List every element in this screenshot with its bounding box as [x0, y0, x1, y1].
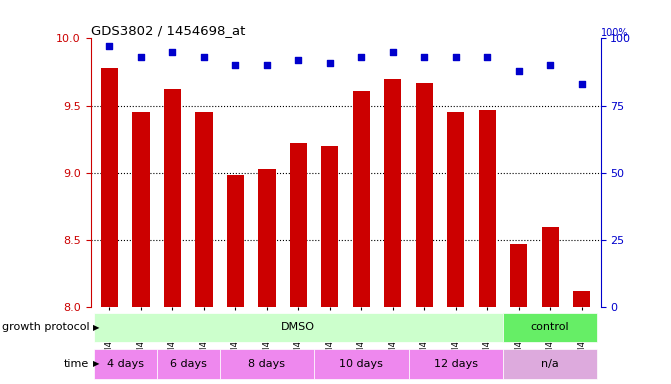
Text: ▶: ▶ — [93, 359, 99, 368]
Text: control: control — [531, 322, 570, 333]
Bar — [219, 349, 314, 379]
Point — [293, 57, 304, 63]
Bar — [290, 143, 307, 307]
Point — [356, 54, 366, 60]
Text: 6 days: 6 days — [170, 359, 207, 369]
Point — [199, 54, 209, 60]
Bar — [573, 291, 590, 307]
Text: growth protocol: growth protocol — [1, 322, 89, 333]
Bar — [94, 313, 503, 342]
Bar — [164, 89, 181, 307]
Text: 8 days: 8 days — [248, 359, 285, 369]
Bar — [415, 83, 433, 307]
Point — [230, 62, 241, 68]
Text: time: time — [64, 359, 89, 369]
Text: 4 days: 4 days — [107, 359, 144, 369]
Bar — [384, 79, 401, 307]
Bar — [157, 349, 219, 379]
Text: 12 days: 12 days — [433, 359, 478, 369]
Bar — [132, 113, 150, 307]
Bar — [258, 169, 276, 307]
Point — [545, 62, 556, 68]
Bar — [321, 146, 338, 307]
Point — [482, 54, 493, 60]
Bar — [314, 349, 409, 379]
Bar — [447, 113, 464, 307]
Bar — [478, 110, 496, 307]
Point — [136, 54, 146, 60]
Point — [450, 54, 461, 60]
Bar — [409, 349, 503, 379]
Bar — [541, 227, 559, 307]
Point — [513, 68, 524, 74]
Point — [167, 49, 178, 55]
Bar — [101, 68, 118, 307]
Bar — [503, 313, 597, 342]
Text: 100%: 100% — [601, 28, 628, 38]
Bar — [510, 244, 527, 307]
Text: GDS3802 / 1454698_at: GDS3802 / 1454698_at — [91, 24, 245, 37]
Bar — [94, 349, 157, 379]
Point — [576, 81, 587, 87]
Text: ▶: ▶ — [93, 323, 99, 332]
Point — [419, 54, 429, 60]
Point — [262, 62, 272, 68]
Text: DMSO: DMSO — [281, 322, 315, 333]
Point — [104, 43, 115, 50]
Bar — [227, 175, 244, 307]
Text: 10 days: 10 days — [340, 359, 383, 369]
Bar — [503, 349, 597, 379]
Point — [325, 60, 336, 66]
Text: n/a: n/a — [541, 359, 559, 369]
Bar — [195, 113, 213, 307]
Point — [387, 49, 398, 55]
Bar — [353, 91, 370, 307]
